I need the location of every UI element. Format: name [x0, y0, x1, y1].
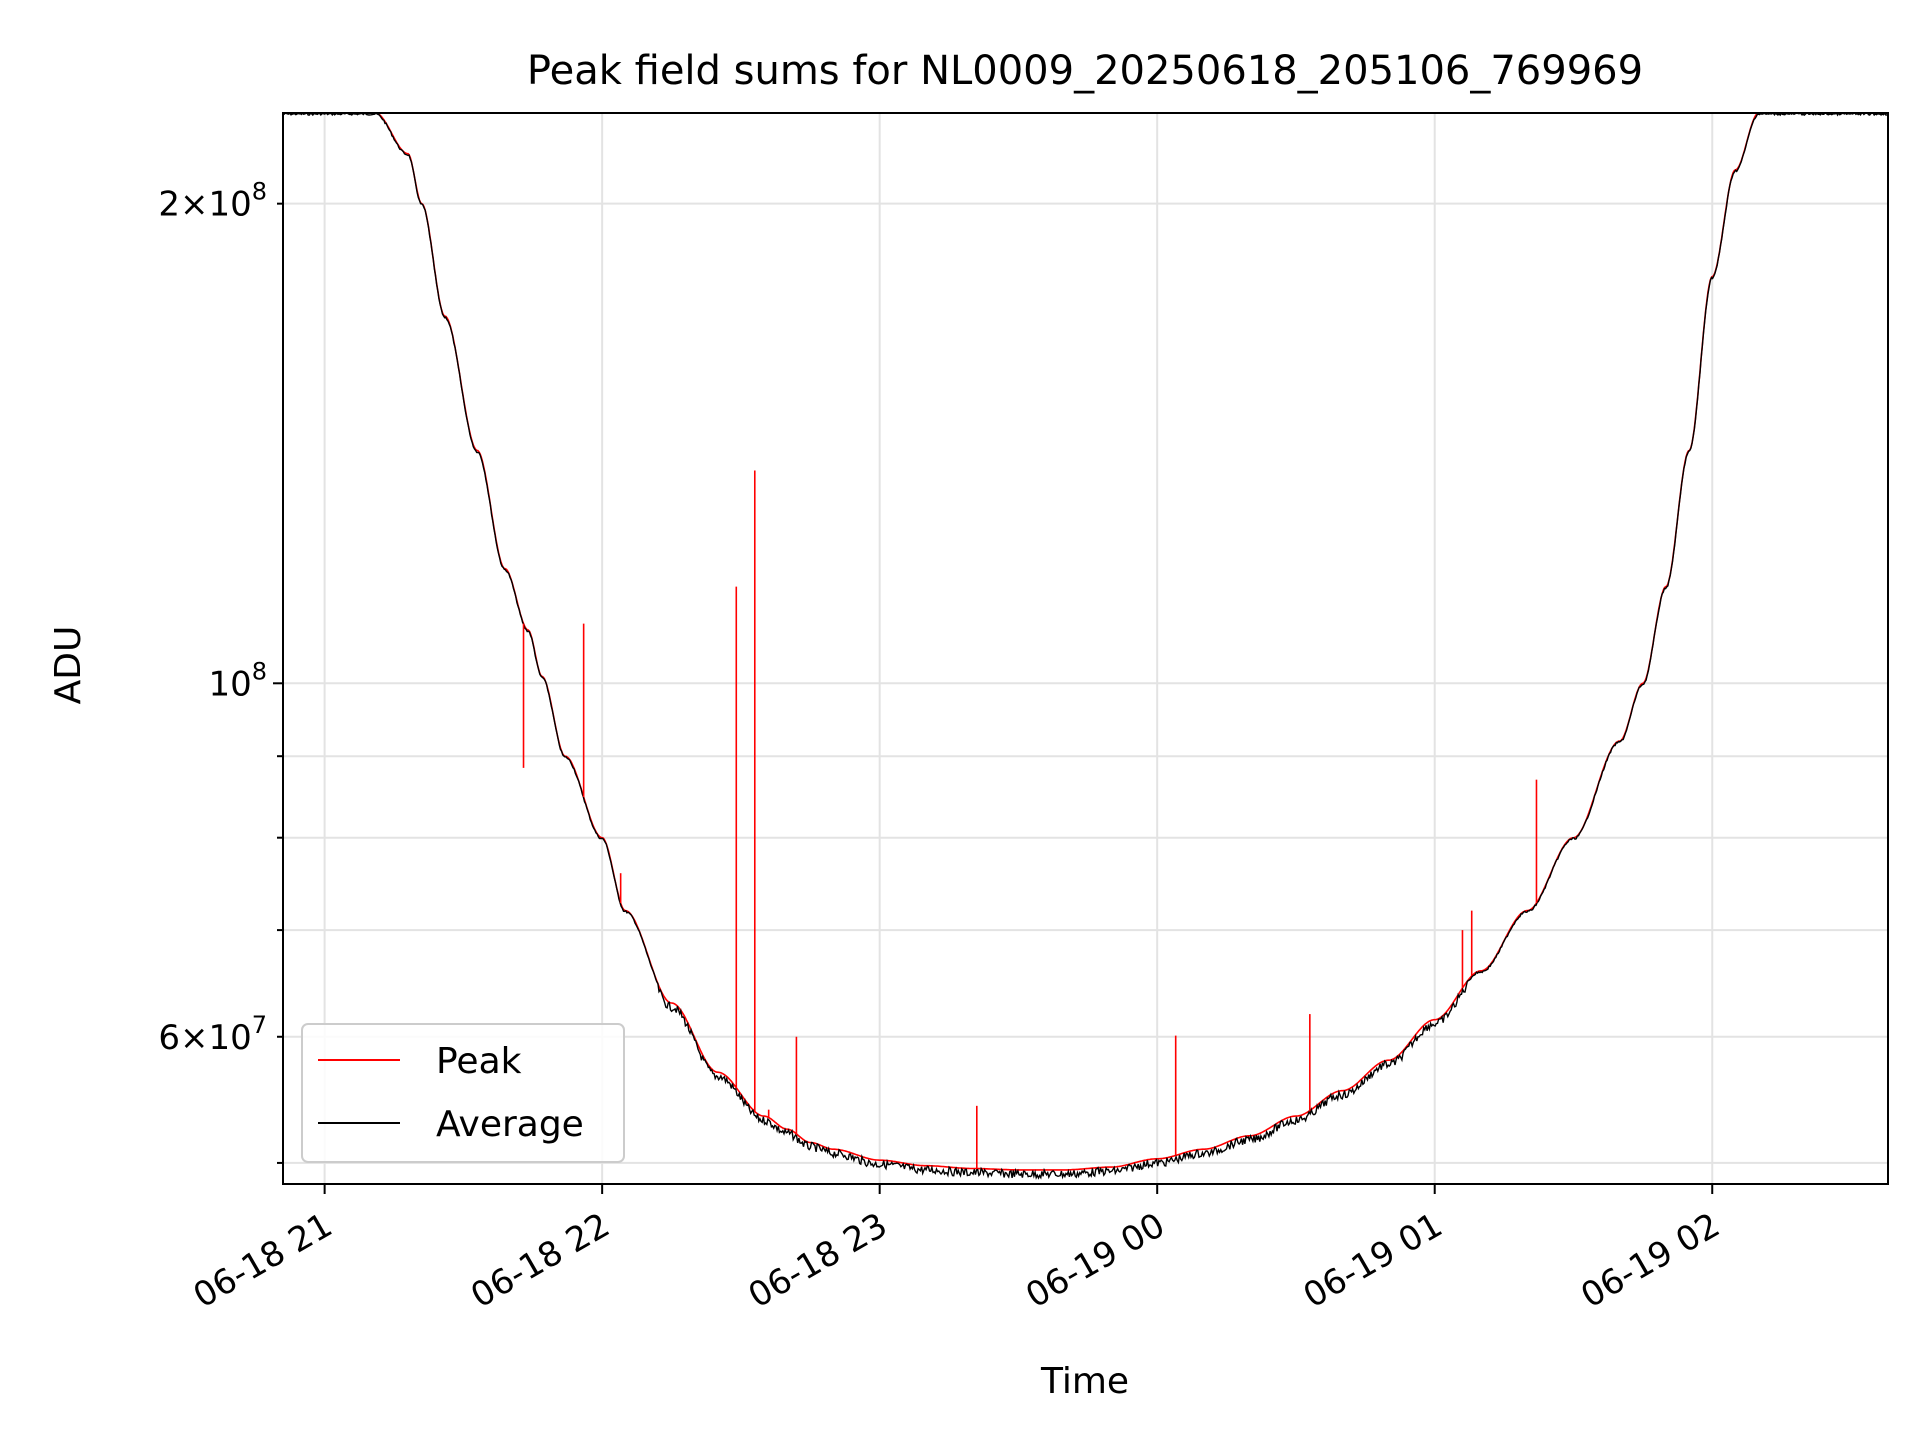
- y-tick-label: 6×107: [158, 1011, 267, 1058]
- y-tick-exponent: 8: [252, 178, 267, 206]
- x-axis-label: Time: [1040, 1361, 1129, 1402]
- y-axis-label: ADU: [48, 626, 89, 705]
- y-tick-label: 108: [208, 657, 267, 704]
- legend-box: [301, 1023, 625, 1163]
- y-tick-base: 6×10: [158, 1018, 251, 1058]
- series-layer: [283, 113, 1888, 1180]
- y-tick-label: 2×108: [158, 178, 267, 225]
- legend-label-average: Average: [436, 1104, 584, 1145]
- y-tick-base: 10: [208, 664, 251, 704]
- y-tick-exponent: 8: [252, 657, 267, 685]
- legend: Peak Average: [301, 1023, 625, 1163]
- y-tick-base: 2×10: [158, 185, 251, 225]
- average-line: [283, 113, 1888, 1180]
- y-tick-exponent: 7: [252, 1011, 267, 1039]
- plot-frame: [282, 112, 1889, 1185]
- chart-title: Peak field sums for NL0009_20250618_2051…: [527, 48, 1643, 94]
- legend-label-peak: Peak: [436, 1041, 522, 1082]
